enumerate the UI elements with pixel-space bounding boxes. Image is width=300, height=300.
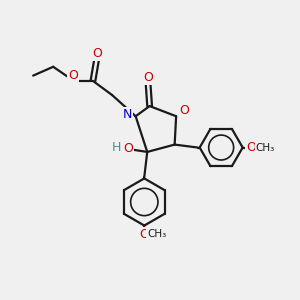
Text: CH₃: CH₃ (255, 142, 275, 152)
Text: O: O (143, 71, 153, 84)
Text: O: O (179, 104, 189, 117)
Text: O: O (246, 141, 256, 154)
Text: O: O (140, 228, 149, 241)
Text: CH₃: CH₃ (147, 230, 166, 239)
Text: O: O (68, 69, 78, 82)
Text: O: O (123, 142, 133, 155)
Text: H: H (112, 141, 122, 154)
Text: O: O (92, 47, 102, 60)
Text: N: N (123, 108, 132, 121)
